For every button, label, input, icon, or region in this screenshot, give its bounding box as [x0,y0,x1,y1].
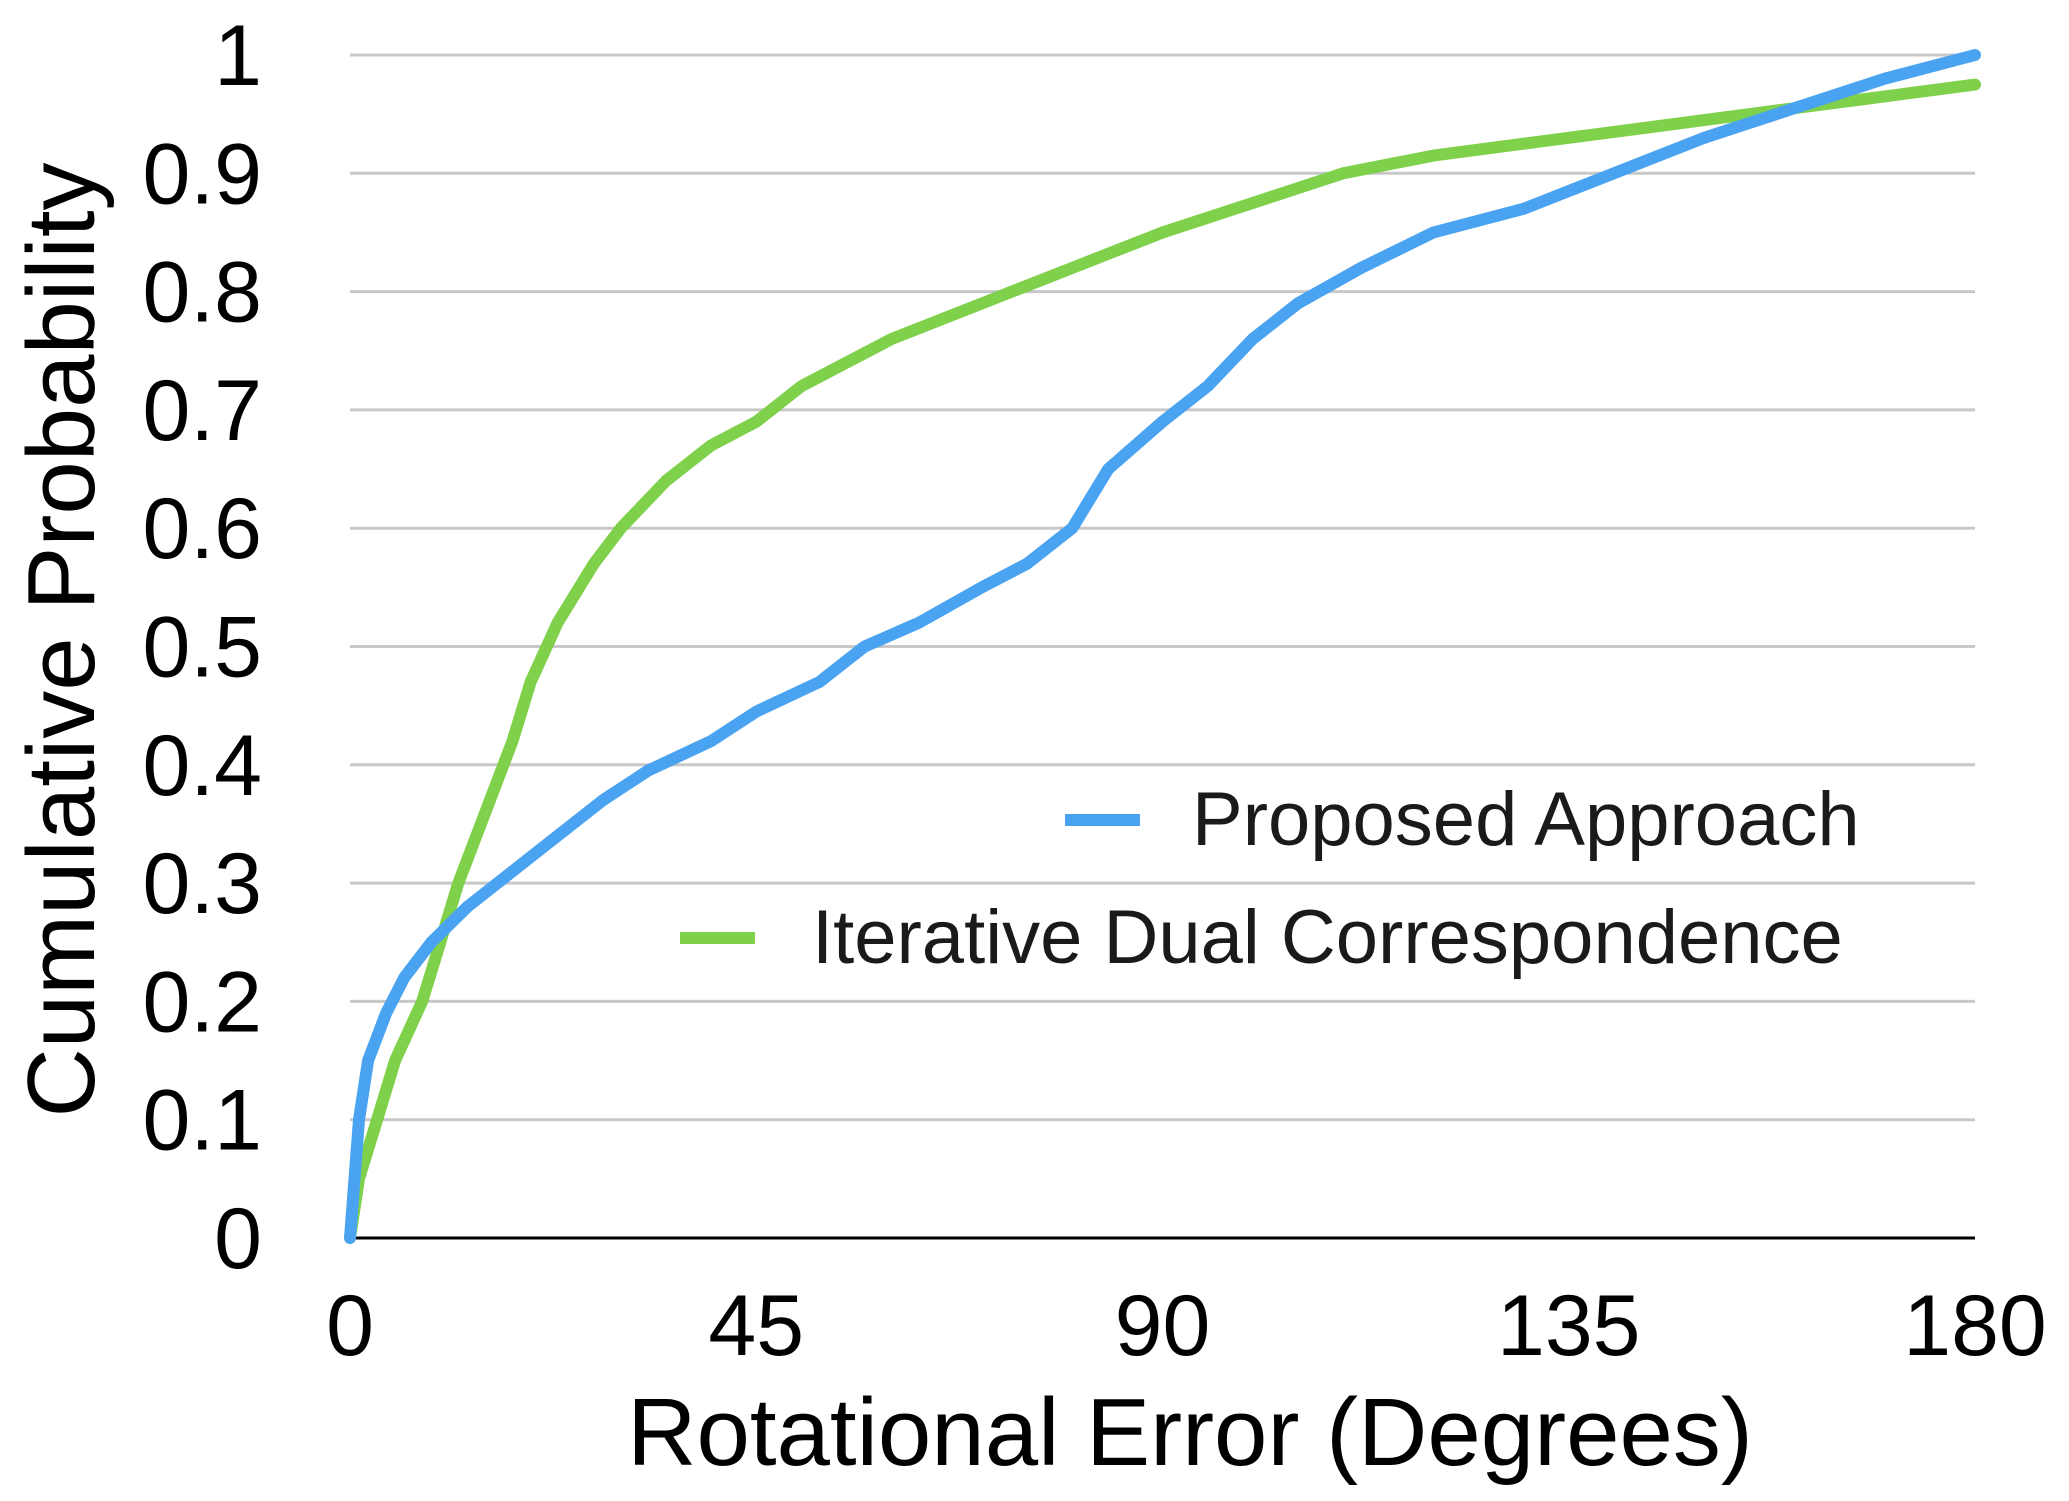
y-tick-label: 0.5 [142,600,262,696]
x-tick-label: 90 [1115,1278,1211,1374]
y-tick-label: 0.3 [142,836,262,932]
legend: Proposed Approach Iterative Dual Corresp… [680,777,1860,980]
series-line-iterative-dual-correspondence [344,78,1981,1244]
y-tick-label: 0.6 [142,481,262,577]
y-tick-label: 0.4 [142,718,262,814]
x-tick-label: 0 [326,1278,374,1374]
x-tick-label: 45 [708,1278,804,1374]
y-tick-label: 0.8 [142,245,262,341]
y-tick-labels: 0 0.1 0.2 0.3 0.4 0.5 0.6 0.7 0.8 0.9 1 [142,8,262,1287]
x-tick-labels: 0 45 90 135 180 [326,1278,2047,1374]
legend-label-proposed-approach: Proposed Approach [1192,777,1860,862]
y-axis-title: Cumulative Probability [8,162,115,1117]
y-tick-label: 0.1 [142,1073,262,1169]
y-tick-label: 0.7 [142,363,262,459]
y-tick-label: 0 [214,1191,262,1287]
x-tick-label: 180 [1903,1278,2047,1374]
y-tick-label: 1 [214,8,262,104]
legend-label-iterative-dual-correspondence: Iterative Dual Correspondence [812,895,1843,980]
series-line-proposed-approach [344,49,1981,1244]
y-tick-label: 0.2 [142,954,262,1050]
series [344,49,1981,1244]
x-axis-title: Rotational Error (Degrees) [627,1379,1753,1486]
y-tick-label: 0.9 [142,126,262,222]
x-tick-label: 135 [1497,1278,1641,1374]
